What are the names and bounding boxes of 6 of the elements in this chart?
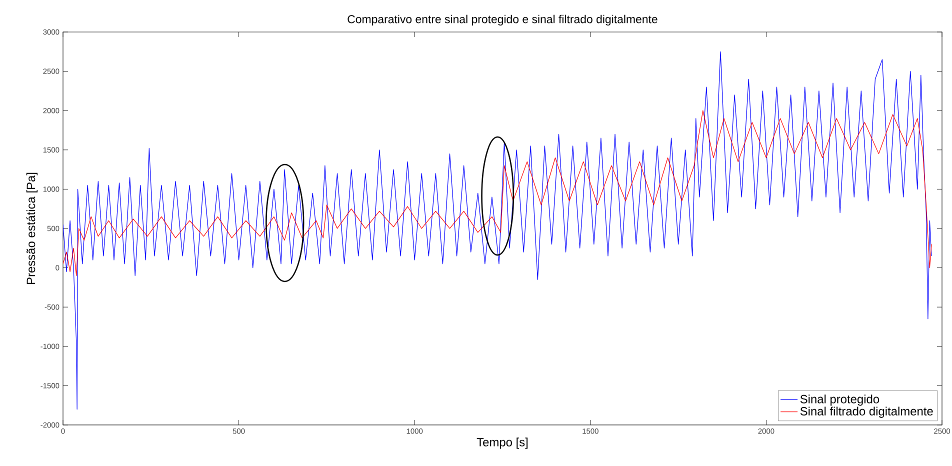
- y-axis-title: Pressão estática [Pa]: [26, 172, 38, 284]
- chart-title: Comparativo entre sinal protegido e sinal filtrado digitalmente: [348, 14, 658, 26]
- legend-label: Sinal protegido: [800, 394, 880, 406]
- line-series: [63, 110, 932, 276]
- x-axis-title: Tempo [s]: [476, 438, 528, 449]
- legend-label: Sinal filtrado digitalmente: [800, 406, 933, 418]
